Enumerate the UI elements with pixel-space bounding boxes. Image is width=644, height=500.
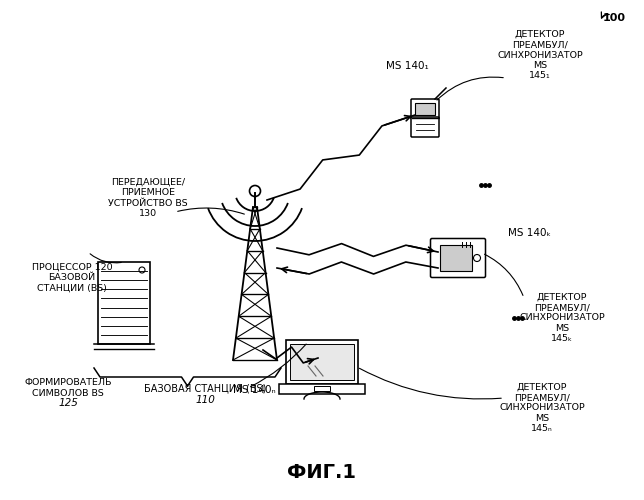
Bar [98,262,150,344]
Bar [415,103,435,115]
Text: ПРОЦЕССОР 120
БАЗОВОЙ
СТАНЦИИ (BS): ПРОЦЕССОР 120 БАЗОВОЙ СТАНЦИИ (BS) [32,263,112,293]
Text: MS 140₁: MS 140₁ [386,61,428,71]
Text: MS 140ₖ: MS 140ₖ [509,228,551,238]
Text: 110: 110 [195,395,215,405]
Text: 125: 125 [58,398,78,408]
Text: 100: 100 [603,13,625,23]
FancyBboxPatch shape [430,238,486,278]
Text: ФОРМИРОВАТЕЛЬ
СИМВОЛОВ BS: ФОРМИРОВАТЕЛЬ СИМВОЛОВ BS [24,378,112,398]
FancyBboxPatch shape [411,117,439,137]
Text: ДЕТЕКТОР
ПРЕАМБУЛ/
СИНХРОНИЗАТОР
MS
145ₖ: ДЕТЕКТОР ПРЕАМБУЛ/ СИНХРОНИЗАТОР MS 145ₖ [519,292,605,344]
Text: ПЕРЕДАЮЩЕЕ/
ПРИЕМНОЕ
УСТРОЙСТВО BS
130: ПЕРЕДАЮЩЕЕ/ ПРИЕМНОЕ УСТРОЙСТВО BS 130 [108,178,188,218]
Bar [279,384,365,394]
Text: ФИГ.1: ФИГ.1 [287,464,357,482]
Bar [440,246,471,270]
FancyBboxPatch shape [411,99,439,119]
Text: MS 140ₙ: MS 140ₙ [232,385,276,395]
Text: ДЕТЕКТОР
ПРЕАМБУЛ/
СИНХРОНИЗАТОР
MS
145₁: ДЕТЕКТОР ПРЕАМБУЛ/ СИНХРОНИЗАТОР MS 145₁ [497,30,583,80]
Bar [314,386,330,391]
Circle shape [473,254,480,262]
Bar [290,344,354,380]
Text: ДЕТЕКТОР
ПРЕАМБУЛ/
СИНХРОНИЗАТОР
MS
145ₙ: ДЕТЕКТОР ПРЕАМБУЛ/ СИНХРОНИЗАТОР MS 145ₙ [499,382,585,434]
Circle shape [139,267,145,273]
Text: БАЗОВАЯ СТАНЦИЯ (BS): БАЗОВАЯ СТАНЦИЯ (BS) [144,383,266,393]
Circle shape [249,186,261,196]
Bar [286,340,358,384]
